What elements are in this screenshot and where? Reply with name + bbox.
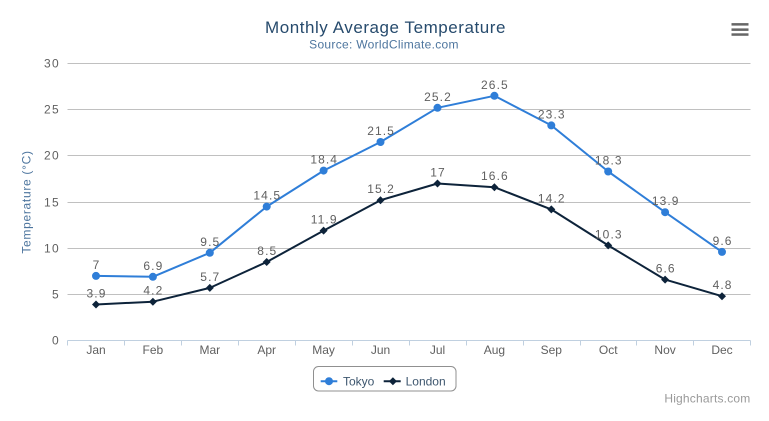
svg-text:4.2: 4.2 [143,284,163,298]
svg-text:May: May [312,343,335,357]
svg-text:25: 25 [44,103,60,117]
svg-text:3.9: 3.9 [87,287,107,301]
svg-text:10: 10 [44,242,60,256]
svg-text:23.3: 23.3 [538,107,566,121]
svg-text:6.9: 6.9 [143,259,163,273]
svg-text:10.3: 10.3 [595,227,623,241]
svg-text:15: 15 [44,196,60,210]
svg-text:21.5: 21.5 [367,124,395,138]
svg-text:18.3: 18.3 [595,154,623,168]
svg-text:0: 0 [52,334,60,348]
svg-text:Feb: Feb [143,343,164,357]
svg-text:Temperature (°C): Temperature (°C) [20,150,34,253]
svg-text:15.2: 15.2 [367,182,395,196]
svg-text:Tokyo: Tokyo [343,375,375,389]
svg-text:Apr: Apr [257,343,276,357]
svg-text:Jun: Jun [371,343,390,357]
svg-text:11.9: 11.9 [311,213,338,227]
svg-text:Highcharts.com: Highcharts.com [664,392,750,406]
svg-text:16.6: 16.6 [481,169,509,183]
svg-text:18.4: 18.4 [310,153,338,167]
svg-text:Dec: Dec [711,343,732,357]
svg-text:Jan: Jan [86,343,105,357]
svg-text:8.5: 8.5 [257,244,277,258]
svg-text:Oct: Oct [599,343,618,357]
svg-text:Sep: Sep [541,343,563,357]
svg-text:30: 30 [44,57,60,71]
svg-text:4.8: 4.8 [713,278,733,292]
svg-text:Aug: Aug [484,343,505,357]
svg-text:17: 17 [430,166,446,180]
svg-text:5: 5 [52,288,60,302]
svg-text:Monthly Average Temperature: Monthly Average Temperature [265,18,506,37]
svg-text:Jul: Jul [430,343,445,357]
svg-text:9.6: 9.6 [713,234,733,248]
svg-text:20: 20 [44,149,60,163]
svg-text:Nov: Nov [654,343,675,357]
svg-text:14.5: 14.5 [253,189,281,203]
svg-text:9.5: 9.5 [200,235,220,249]
svg-text:26.5: 26.5 [481,78,509,92]
svg-text:5.7: 5.7 [200,270,220,284]
svg-text:6.6: 6.6 [656,262,676,276]
svg-text:Mar: Mar [199,343,220,357]
svg-text:Source: WorldClimate.com: Source: WorldClimate.com [309,37,459,51]
svg-text:London: London [406,375,446,389]
svg-text:14.2: 14.2 [538,191,566,205]
svg-text:13.9: 13.9 [652,194,680,208]
svg-text:7: 7 [93,258,101,272]
svg-text:25.2: 25.2 [424,90,452,104]
